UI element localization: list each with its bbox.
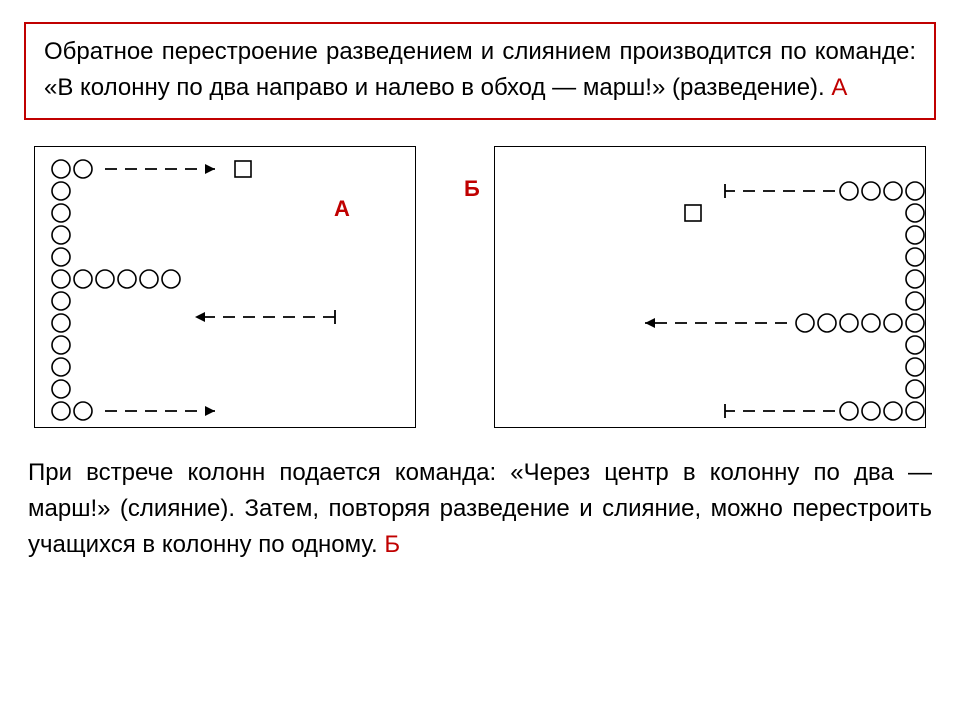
top-text: Обратное перестроение разведением и слия… [44,38,916,101]
bottom-letter-B: Б [384,531,400,558]
instruction-text-bottom: При встрече колонн подается команда: «Че… [24,455,936,563]
bottom-text: При встрече колонн подается команда: «Че… [28,459,932,558]
diagram-B-wrap: Б [494,146,926,433]
diagram-A-label: А [334,196,350,222]
diagrams-row: А Б [24,146,936,433]
instruction-box-top: Обратное перестроение разведением и слия… [24,22,936,120]
diagram-B-label: Б [464,176,480,202]
top-letter-A: А [831,74,847,101]
diagram-A-wrap: А [34,146,416,433]
diagram-A [34,146,416,428]
diagram-B [494,146,926,428]
